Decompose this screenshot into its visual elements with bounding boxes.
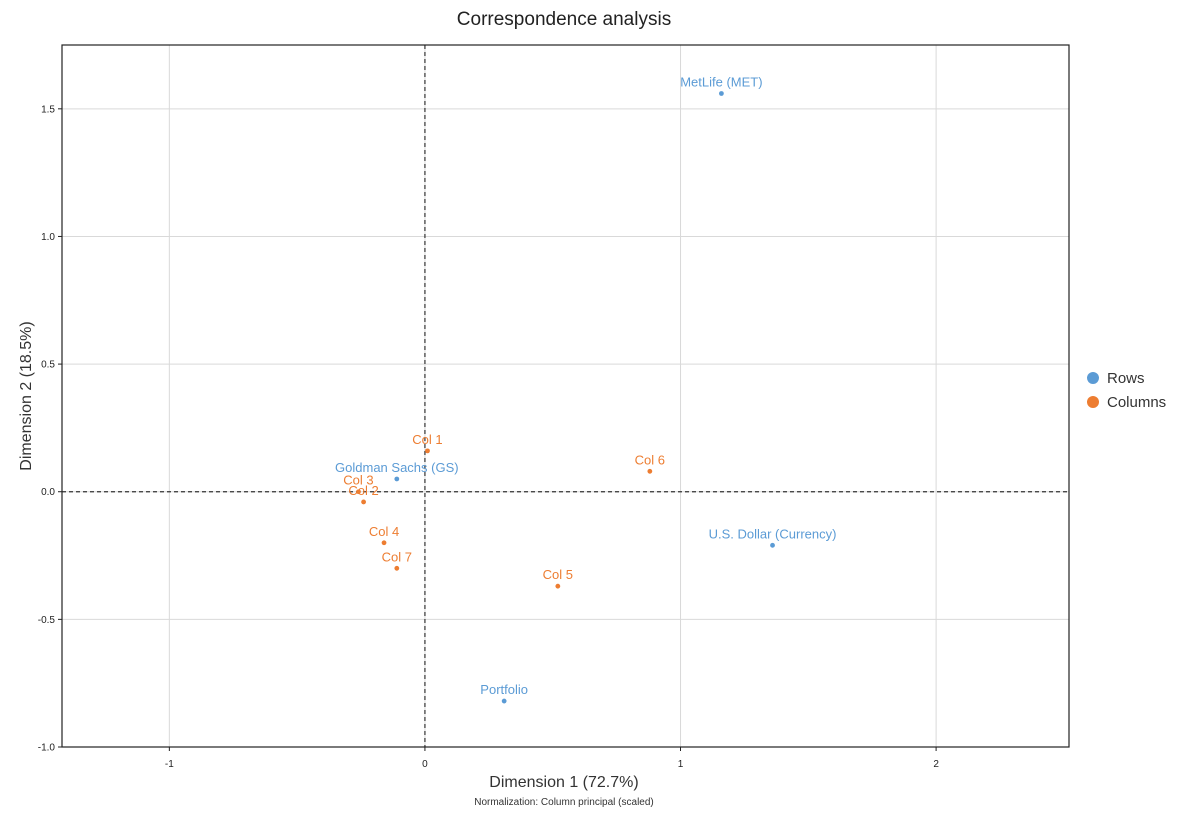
point-label: Col 2 — [348, 483, 378, 498]
point-label: Col 4 — [369, 524, 399, 539]
y-axis-title: Dimension 2 (18.5%) — [18, 321, 35, 470]
point-marker — [501, 698, 507, 704]
point-marker — [425, 448, 430, 454]
point-marker — [555, 583, 561, 589]
point-marker — [394, 565, 400, 571]
legend: Rows Columns — [1087, 370, 1166, 411]
reference-lines — [62, 45, 1069, 747]
y-tick-label: 1.5 — [41, 104, 55, 115]
point-label: Goldman Sachs (GS) — [335, 460, 459, 475]
point-marker — [647, 468, 653, 474]
x-tick-label: 0 — [422, 759, 428, 770]
legend-label: Columns — [1107, 394, 1166, 411]
point-label: U.S. Dollar (Currency) — [709, 526, 837, 541]
legend-swatch — [1087, 396, 1099, 408]
point-label: Portfolio — [480, 682, 528, 697]
point-marker — [394, 476, 400, 482]
axis-ticks: -1 0 1 2 -1.0 -0.5 0.0 0.5 1.0 1.5 — [38, 104, 940, 770]
legend-label: Rows — [1107, 370, 1145, 387]
x-axis-title: Dimension 1 (72.7%) — [489, 774, 638, 791]
x-tick-label: 2 — [933, 759, 939, 770]
point-marker — [381, 540, 387, 546]
normalization-note: Normalization: Column principal (scaled) — [474, 797, 654, 808]
point-label: Col 5 — [543, 567, 573, 582]
x-tick-label: -1 — [165, 759, 174, 770]
point-marker — [361, 499, 366, 505]
y-tick-label: -0.5 — [38, 615, 56, 626]
point-marker — [770, 542, 775, 548]
point-marker — [719, 91, 724, 96]
data-points: MetLife (MET) Goldman Sachs (GS) U.S. Doll… — [335, 75, 836, 704]
grid-layer — [62, 45, 1069, 748]
point-label: Col 3 — [343, 473, 373, 488]
point-label: MetLife (MET) — [680, 75, 762, 90]
y-tick-label: 0.5 — [41, 360, 55, 371]
chart-title: Correspondence analysis — [457, 9, 671, 30]
plot-frame — [61, 44, 1070, 748]
point-label: Col 6 — [635, 452, 665, 467]
y-tick-label: 1.0 — [41, 232, 55, 243]
point-marker — [356, 489, 361, 495]
point-label: Col 1 — [412, 432, 442, 447]
x-tick-label: 1 — [678, 759, 684, 770]
y-tick-label: 0.0 — [41, 487, 55, 498]
point-label: Col 7 — [382, 549, 412, 564]
y-tick-label: -1.0 — [38, 743, 56, 754]
legend-swatch — [1087, 372, 1099, 384]
